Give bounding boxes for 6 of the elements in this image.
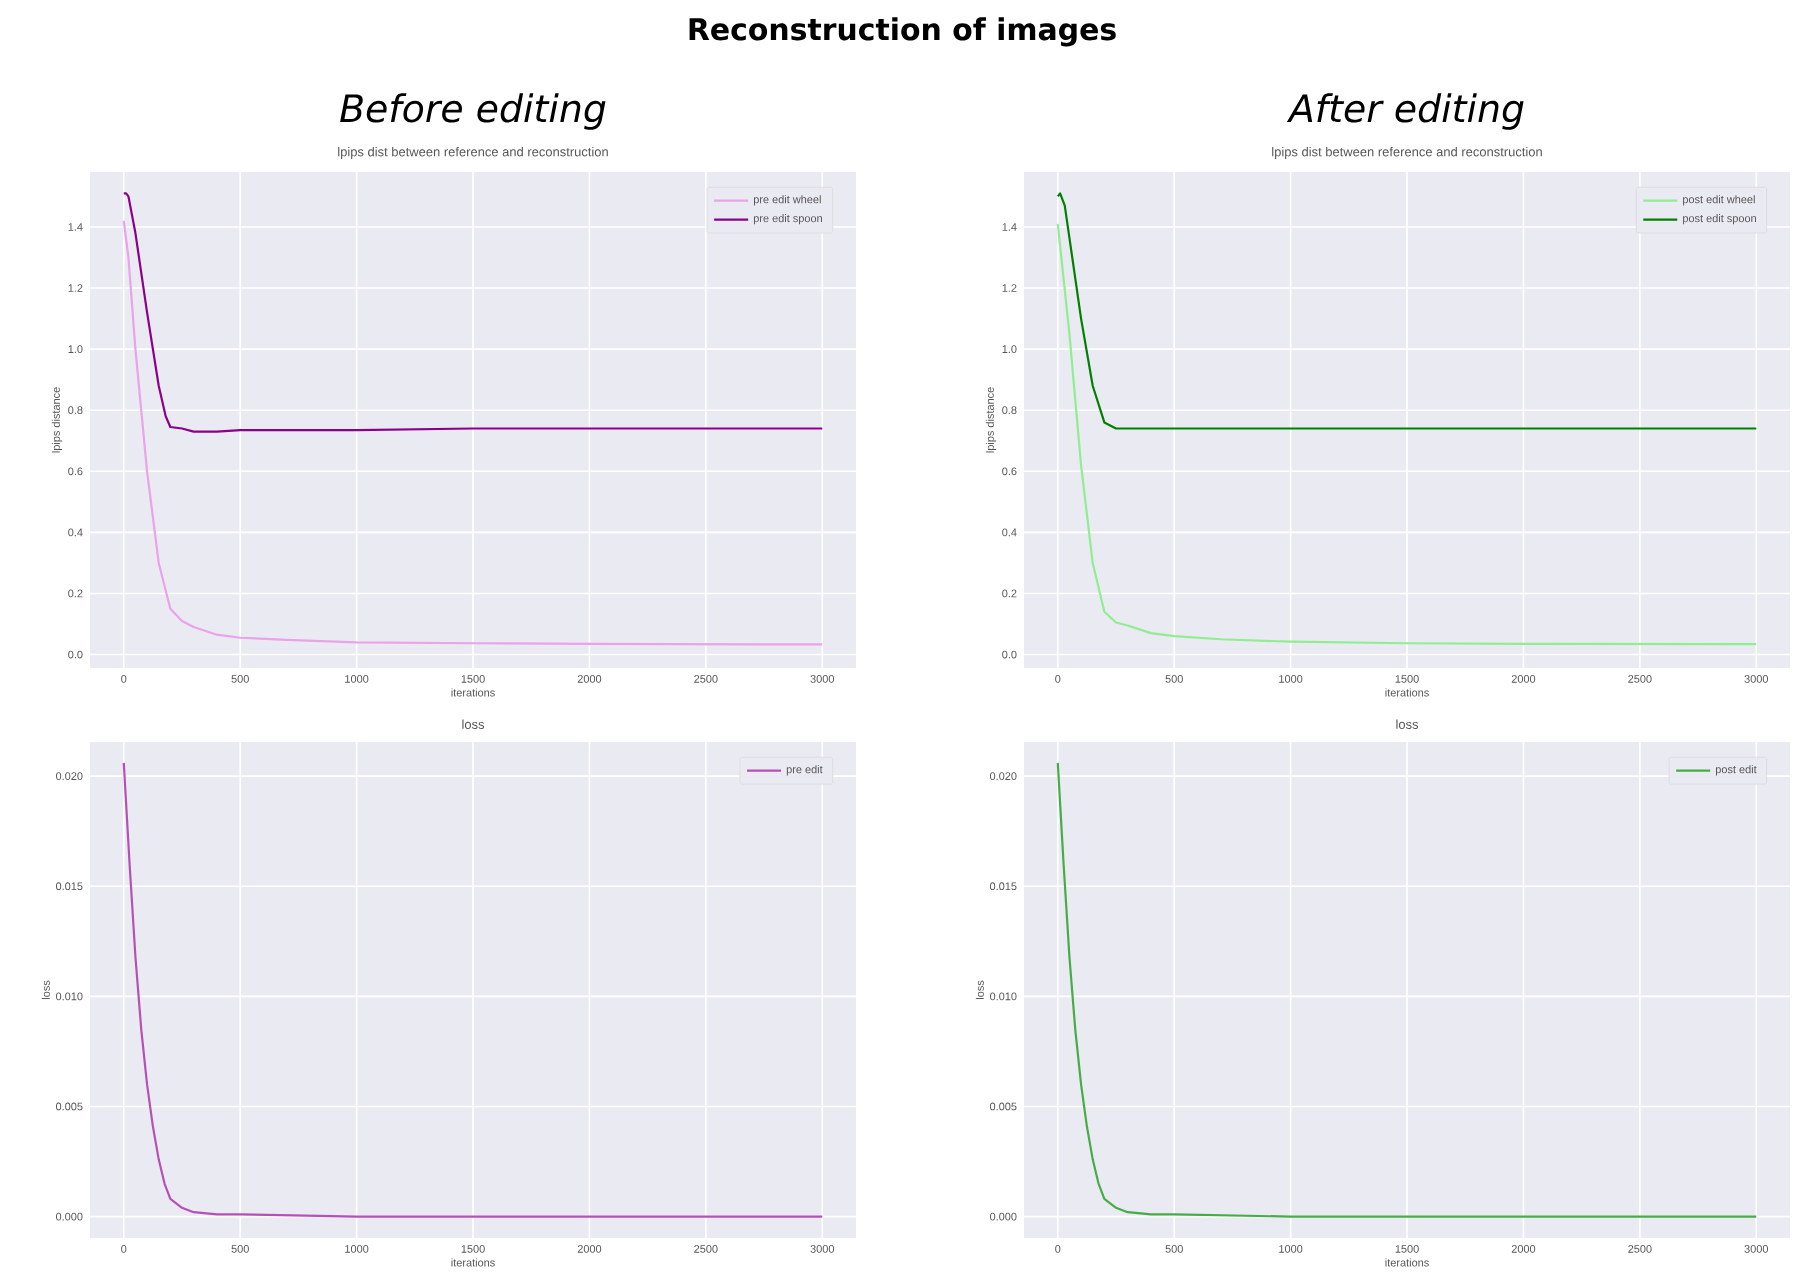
line-series	[122, 761, 824, 1218]
text: Before editing	[340, 93, 606, 130]
text: Reconstruction of images	[689, 17, 1116, 47]
line-series	[1056, 222, 1758, 646]
text: After editing	[1286, 93, 1524, 130]
line-series	[1056, 761, 1758, 1218]
